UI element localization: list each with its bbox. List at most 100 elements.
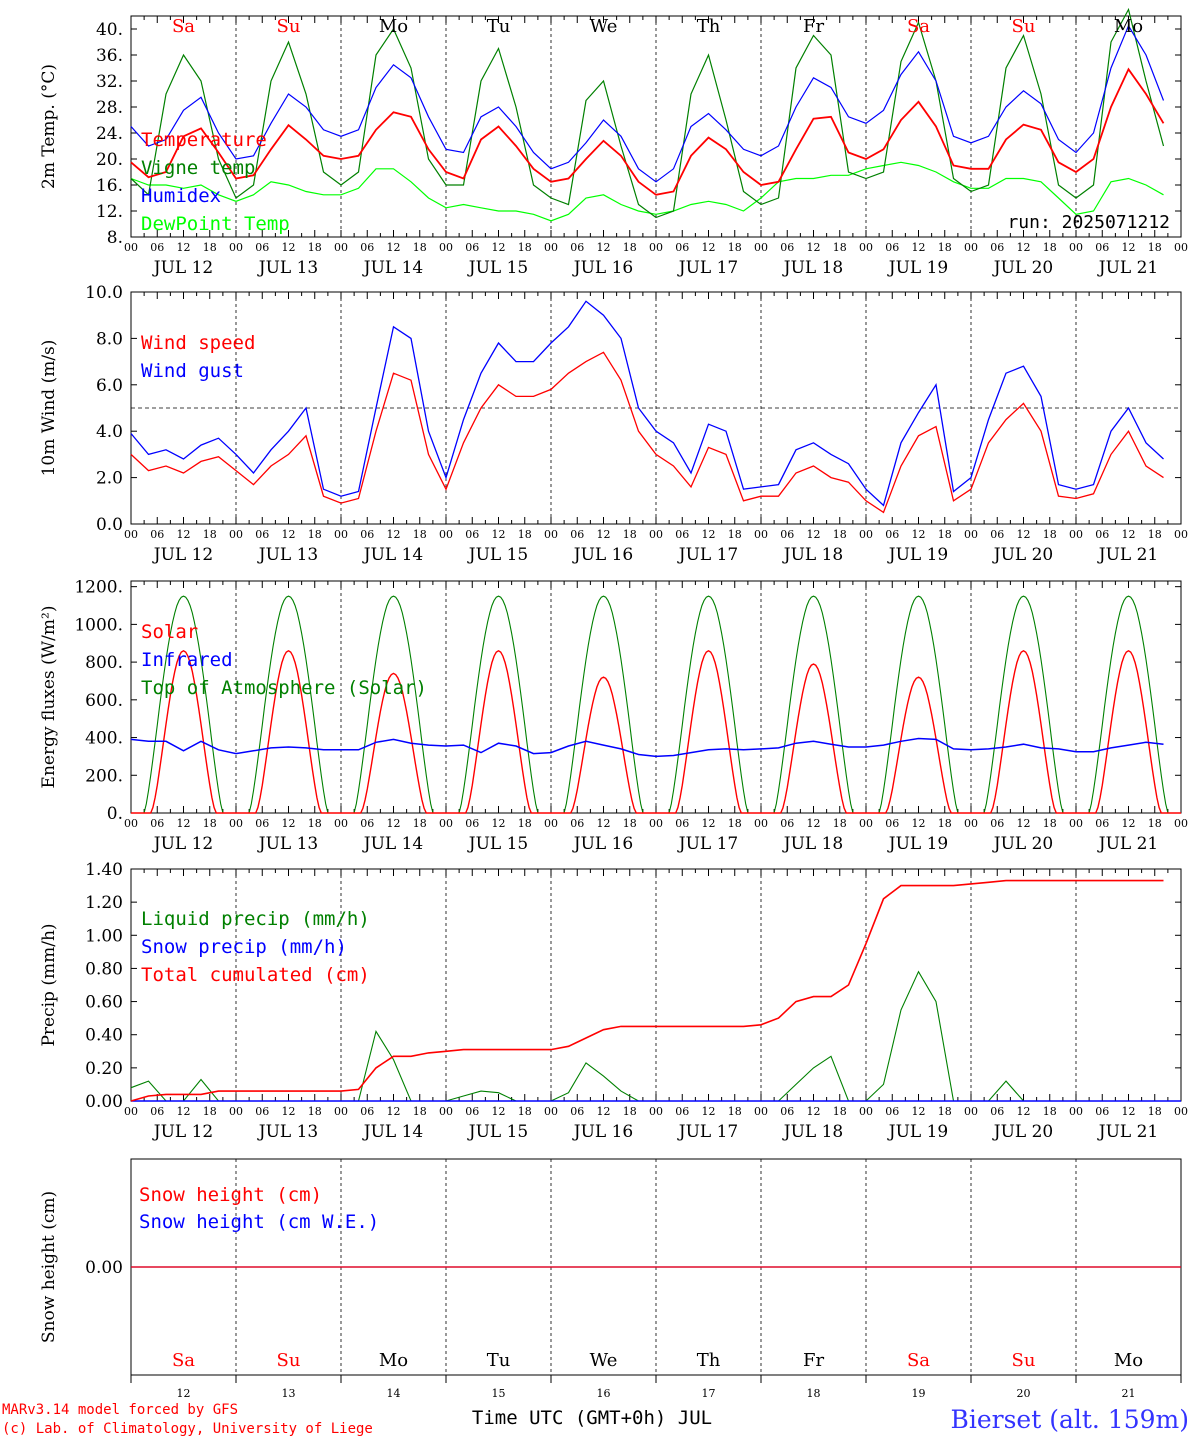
- legend-solar: Solar: [141, 621, 198, 643]
- x-date-label: JUL 18: [782, 834, 843, 854]
- weekday-label: Sa: [172, 16, 195, 37]
- y-tick-label: 0.00: [85, 1258, 123, 1278]
- x-hour-label: 06: [990, 241, 1004, 254]
- x-hour-label: 06: [675, 817, 689, 830]
- x-hour-label: 12: [387, 241, 401, 254]
- legend-vigne-temp: Vigne temp: [141, 157, 255, 179]
- weekday-label: We: [590, 16, 618, 37]
- x-hour-label: 00: [124, 241, 138, 254]
- series-line-humidex: [130, 24, 1165, 183]
- x-hour-label: 18: [308, 528, 322, 541]
- x-hour-label: 06: [150, 241, 164, 254]
- x-hour-label: 18: [728, 528, 742, 541]
- x-date-label: JUL 17: [677, 545, 738, 565]
- weekday-label: Su: [1012, 16, 1036, 37]
- x-hour-label: 06: [780, 817, 794, 830]
- panel-2: 00 06 12 18 00 06 12 18 00 06 12 18 00 06 12 18 00 06 12 18…: [39, 283, 1188, 565]
- y-tick-label: 1.40: [85, 860, 123, 880]
- x-hour-label: 00: [439, 1105, 453, 1118]
- legend-temperature: Temperature: [141, 129, 267, 151]
- x-date-label: JUL 12: [152, 545, 213, 565]
- x-hour-label: 18: [1043, 528, 1057, 541]
- x-hour-label: 12: [1122, 528, 1136, 541]
- weekday-label: Fr: [803, 1350, 824, 1371]
- legend-wind-speed: Wind speed: [141, 332, 255, 354]
- weekday-label: Mo: [379, 16, 408, 37]
- y-tick-label: 8.0: [96, 329, 123, 349]
- weekday-label: Fr: [803, 16, 824, 37]
- x-hour-label: 12: [177, 1105, 191, 1118]
- y-tick-label: 0.20: [85, 1059, 123, 1079]
- x-date-label: JUL 16: [572, 1122, 633, 1142]
- x-date-label: JUL 21: [1097, 834, 1158, 854]
- x-hour-label: 12: [597, 528, 611, 541]
- x-hour-label: 06: [255, 528, 269, 541]
- legend-snow-precip-mm-h: Snow precip (mm/h): [141, 936, 347, 958]
- y-tick-label: 12.: [96, 202, 123, 222]
- y-axis-label: Energy fluxes (W/m²): [39, 606, 59, 789]
- x-hour-label: 06: [1095, 528, 1109, 541]
- x-hour-label: 06: [885, 528, 899, 541]
- y-tick-label: 400.: [85, 729, 123, 749]
- x-date-label: JUL 18: [782, 545, 843, 565]
- x-hour-label: 06: [255, 1105, 269, 1118]
- x-date-label: JUL 18: [782, 1122, 843, 1142]
- x-day-number: 21: [1122, 1387, 1136, 1400]
- y-tick-label: 800.: [85, 653, 123, 673]
- x-date-label: JUL 19: [887, 1122, 948, 1142]
- x-hour-label: 06: [150, 817, 164, 830]
- x-day-number: 20: [1017, 1387, 1031, 1400]
- x-hour-label: 00: [649, 817, 663, 830]
- x-hour-label: 18: [1148, 241, 1162, 254]
- y-tick-label: 6.0: [96, 376, 123, 396]
- x-hour-label: 18: [833, 1105, 847, 1118]
- x-date-label: JUL 19: [887, 258, 948, 278]
- x-date-label: JUL 17: [677, 834, 738, 854]
- x-hour-label: 06: [780, 1105, 794, 1118]
- x-day-number: 17: [702, 1387, 716, 1400]
- x-hour-label: 00: [649, 241, 663, 254]
- x-axis-label: Time UTC (GMT+0h) JUL: [472, 1407, 712, 1429]
- x-hour-label: 12: [702, 241, 716, 254]
- weekday-label: Su: [277, 1350, 301, 1371]
- x-hour-label: 12: [282, 1105, 296, 1118]
- x-date-label: JUL 13: [257, 1122, 318, 1142]
- x-date-label: JUL 12: [152, 258, 213, 278]
- x-date-label: JUL 21: [1097, 545, 1158, 565]
- x-hour-label: 00: [964, 528, 978, 541]
- weekday-label: Mo: [379, 1350, 408, 1371]
- x-hour-label: 18: [308, 241, 322, 254]
- x-hour-label: 18: [1043, 817, 1057, 830]
- x-date-label: JUL 21: [1097, 1122, 1158, 1142]
- x-hour-label: 18: [1043, 1105, 1057, 1118]
- x-date-label: JUL 20: [992, 258, 1053, 278]
- x-hour-label: 18: [413, 817, 427, 830]
- x-hour-label: 00: [124, 1105, 138, 1118]
- weekday-label: We: [590, 1350, 618, 1371]
- x-hour-label: 18: [203, 1105, 217, 1118]
- x-hour-label: 00: [964, 241, 978, 254]
- y-tick-label: 1.00: [85, 926, 123, 946]
- x-hour-label: 06: [465, 1105, 479, 1118]
- x-date-label: JUL 15: [467, 834, 528, 854]
- x-hour-label: 12: [492, 241, 506, 254]
- x-hour-label: 00: [859, 528, 873, 541]
- x-hour-label: 12: [492, 1105, 506, 1118]
- x-hour-label: 12: [387, 1105, 401, 1118]
- x-hour-label: 12: [282, 528, 296, 541]
- y-tick-label: 0.00: [85, 1092, 123, 1112]
- x-hour-label: 00: [754, 241, 768, 254]
- run-label: run: 2025071212: [1007, 212, 1170, 233]
- series-line-infrared: [130, 737, 1164, 758]
- x-hour-label: 18: [623, 817, 637, 830]
- x-hour-label: 00: [439, 817, 453, 830]
- x-date-label: JUL 15: [467, 545, 528, 565]
- x-hour-label: 00: [1069, 241, 1083, 254]
- x-hour-label: 18: [833, 241, 847, 254]
- x-hour-label: 00: [229, 241, 243, 254]
- x-hour-label: 06: [885, 241, 899, 254]
- y-tick-label: 4.0: [96, 422, 123, 442]
- x-hour-label: 06: [360, 241, 374, 254]
- x-hour-label: 00: [334, 241, 348, 254]
- x-hour-label: 12: [1017, 1105, 1031, 1118]
